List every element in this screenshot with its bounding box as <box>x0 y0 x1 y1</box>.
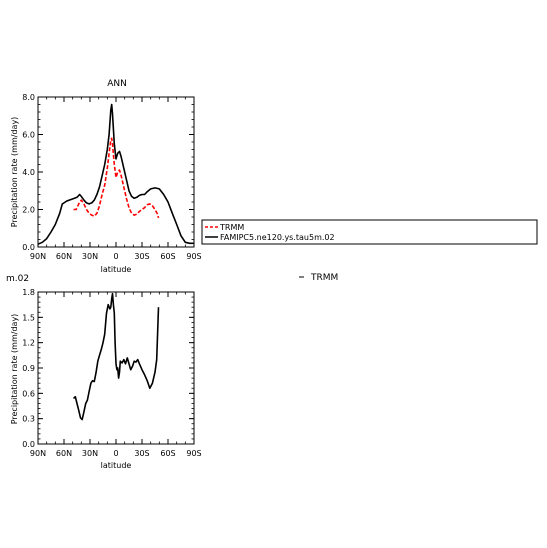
x-tick-label: 60N <box>56 252 72 261</box>
legend-label-trmm: TRMM <box>219 223 244 232</box>
series-lines <box>72 292 160 421</box>
chart-title: m.02 <box>6 274 29 284</box>
y-tick-labels: 0.0 2.0 4.0 6.0 8.0 <box>22 93 35 252</box>
y-tick-label: 0.3 <box>22 415 35 424</box>
y-axis-label: Precipitation rate (mm/day) <box>10 314 19 425</box>
x-axis-label: latitude <box>101 461 132 470</box>
x-tick-label: 90N <box>30 449 46 458</box>
y-axis-label: Precipitation rate (mm/day) <box>10 117 19 228</box>
y-tick-label: 4.0 <box>22 168 35 177</box>
y-tick-label: 0.9 <box>22 364 35 373</box>
x-tick-label: 60S <box>160 252 175 261</box>
chart-title: ANN <box>107 79 127 89</box>
tick-marks <box>37 96 195 248</box>
legend: TRMM FAMIPC5.ne120.ys.tau5m.02 <box>201 219 538 245</box>
y-tick-label: 6.0 <box>22 131 35 140</box>
x-tick-label: 0 <box>113 252 118 261</box>
y-tick-label: 0.0 <box>22 440 35 449</box>
x-tick-label: 60N <box>56 449 72 458</box>
y-tick-label: 1.8 <box>22 288 35 297</box>
plot-frame <box>37 96 195 248</box>
plot-frame <box>37 291 195 445</box>
y-tick-labels: 0.0 0.3 0.6 0.9 1.2 1.5 1.8 <box>22 288 35 449</box>
y-tick-label: 8.0 <box>22 93 35 102</box>
precip-panel-ann: ANN 90N 60N 30N 0 30S 60S 90S 0.02.04.06.08.0 … <box>10 79 202 274</box>
x-tick-label: 90N <box>30 252 46 261</box>
x-axis-label: latitude <box>101 265 132 274</box>
series-line-0 <box>72 292 160 421</box>
x-tick-label: 90S <box>186 449 201 458</box>
y-tick-label: 1.5 <box>22 313 35 322</box>
x-tick-labels: 90N 60N 30N 0 30S 60S 90S <box>30 449 202 458</box>
x-tick-label: 30N <box>82 252 98 261</box>
series-line-1 <box>37 103 194 245</box>
x-tick-label: 60S <box>160 449 175 458</box>
x-tick-label: 30S <box>134 252 149 261</box>
series-lines <box>37 103 194 245</box>
x-tick-label: 90S <box>186 252 201 261</box>
legend-frame <box>201 219 538 245</box>
y-tick-label: 1.2 <box>22 339 35 348</box>
x-tick-label: 30S <box>134 449 149 458</box>
y-tick-label: 0.0 <box>22 243 35 252</box>
x-tick-label: 30N <box>82 449 98 458</box>
legend-label-trmm: TRMM <box>310 273 338 283</box>
legend-label-model: FAMIPC5.ne120.ys.tau5m.02 <box>220 233 335 242</box>
series-line-0 <box>73 137 160 219</box>
y-tick-label: 0.6 <box>22 389 35 398</box>
y-tick-label: 2.0 <box>22 206 35 215</box>
x-tick-label: 0 <box>113 449 118 458</box>
x-tick-labels: 90N 60N 30N 0 30S 60S 90S <box>30 252 202 261</box>
precip-panel-m02: m.02 TRMM 90N 60N 30N 0 30S 60S 90S 0.00.30.60… <box>6 273 338 470</box>
